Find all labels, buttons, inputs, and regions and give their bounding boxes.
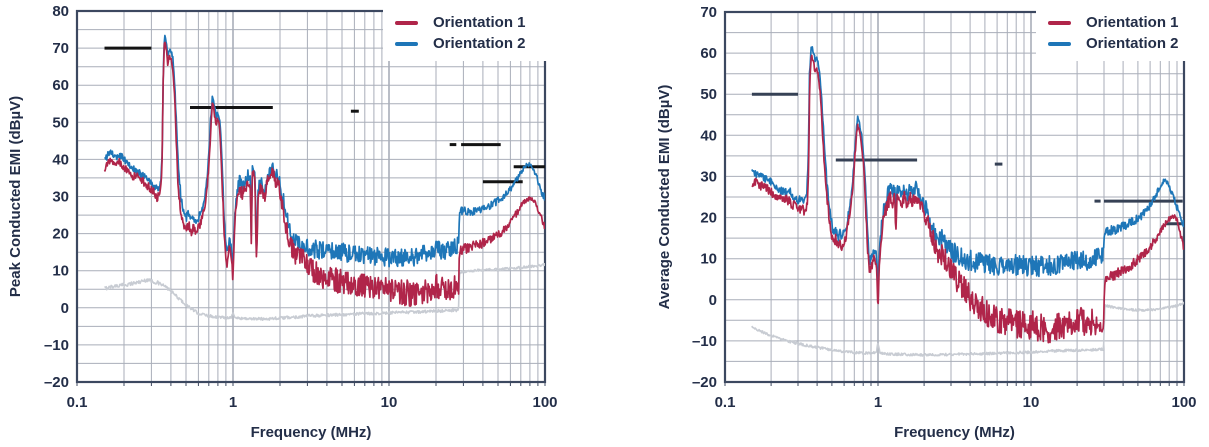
grid [76,11,546,386]
x-tick-label: 10 [1023,394,1040,411]
axis-labels: –20 –10 0 10 20 30 40 50 60 70 80 0.1 1 10 100 Frequenc… [7,3,558,441]
y-tick-label: 70 [52,40,69,57]
y-tick-label: 50 [700,86,717,103]
average-emi-chart-panel: –20 –10 0 10 20 30 40 50 60 70 0.1 1 10 100 Frequency … [605,0,1209,447]
legend-label: Orientation 1 [433,13,526,31]
y-tick-label: 50 [52,114,69,131]
x-axis-title: Frequency (MHz) [894,424,1015,441]
x-tick-label: 1 [874,394,882,411]
x-tick-label: 100 [1171,394,1196,411]
series-group [751,46,1184,357]
series-orientation-1 [103,41,545,307]
series-orientation-2 [104,34,545,270]
legend-label: Orientation 2 [1086,34,1179,52]
y-tick-label: 40 [52,151,69,168]
y-tick-label: 20 [700,210,717,227]
y-tick-label: –20 [692,374,717,391]
peak-emi-chart: –20 –10 0 10 20 30 40 50 60 70 80 0.1 1 10 100 Frequenc… [7,3,558,441]
y-tick-label: –20 [44,374,69,391]
x-tick-label: 1 [229,394,237,411]
y-tick-label: 20 [52,226,69,243]
legend-item-orientation-1: Orientation 1 [1048,14,1198,32]
legend-swatch-orientation-1 [395,20,418,25]
x-tick-label: 100 [532,394,557,411]
x-axis-title: Frequency (MHz) [251,424,372,441]
y-tick-label: –10 [692,333,717,350]
y-tick-label: 60 [52,77,69,94]
series-noise-floor [751,301,1184,357]
y-tick-label: 40 [700,127,717,144]
legend-swatch-orientation-2 [1048,41,1071,46]
y-tick-label: 0 [709,292,717,309]
average-emi-chart: –20 –10 0 10 20 30 40 50 60 70 0.1 1 10 100 Frequency … [656,4,1197,441]
y-tick-label: 30 [700,168,717,185]
y-tick-label: 10 [700,251,717,268]
y-axis-title: Average Conducted EMI (dBµV) [656,85,673,310]
legend-label: Orientation 2 [433,34,526,52]
series-orientation-2 [751,46,1184,299]
y-tick-label: –10 [44,337,69,354]
peak-emi-chart-panel: –20 –10 0 10 20 30 40 50 60 70 80 0.1 1 10 100 Frequenc… [7,3,565,441]
y-axis-title: Peak Conducted EMI (dBµV) [7,96,24,297]
y-tick-label: 30 [52,189,69,206]
y-tick-label: 70 [700,4,717,21]
emi-limit-lines [751,92,1184,226]
series-noise-floor [104,263,545,321]
legend-item-orientation-1: Orientation 1 [395,14,555,32]
x-tick-label: 0.1 [67,394,88,411]
legend-item-orientation-2: Orientation 2 [1048,35,1198,53]
y-tick-label: 0 [61,300,69,317]
y-tick-label: 80 [52,3,69,20]
legend-label: Orientation 1 [1086,13,1179,31]
series-group [103,34,545,321]
legend-swatch-orientation-1 [1048,20,1071,25]
legend-item-orientation-2: Orientation 2 [395,35,555,53]
y-tick-label: 10 [52,263,69,280]
plot-frame [723,10,1186,384]
series-orientation-1 [751,54,1184,344]
legend: Orientation 1 Orientation 2 [383,5,565,61]
x-tick-label: 10 [381,394,398,411]
legend-swatch-orientation-2 [395,41,418,46]
legend: Orientation 1 Orientation 2 [1036,5,1208,61]
y-tick-label: 60 [700,45,717,62]
axis-labels: –20 –10 0 10 20 30 40 50 60 70 0.1 1 10 100 Frequency … [656,4,1197,441]
x-tick-label: 0.1 [715,394,736,411]
